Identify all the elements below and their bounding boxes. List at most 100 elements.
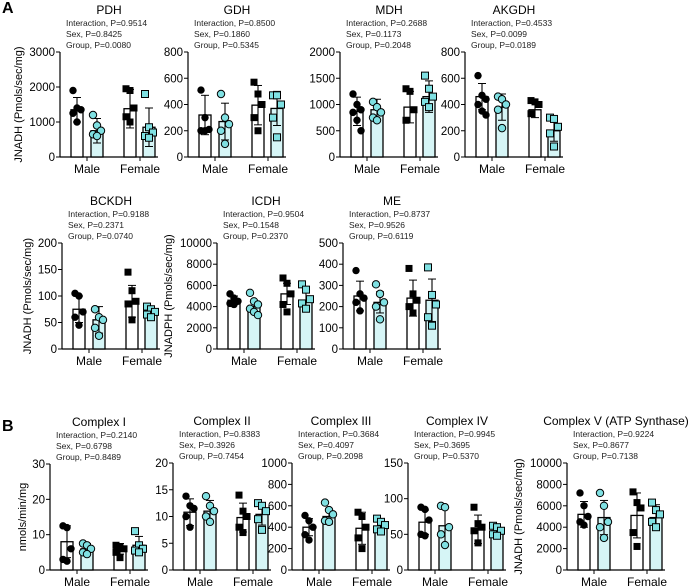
data-point [220,139,230,149]
data-point [324,517,334,527]
stat-line: Group, P=0.2048 [346,40,411,50]
data-point [633,499,641,507]
y-tick-label: 1000 [29,117,55,129]
data-point [633,542,641,550]
y-tick-label: 500 [319,238,338,250]
data-point [550,114,558,123]
data-point [595,523,605,532]
stat-line: Sex, P=0.1548 [223,220,279,230]
stat-line: Interaction, P=0.3684 [298,429,379,439]
data-point [201,127,209,135]
data-point [482,95,490,103]
y-tick-label: 600 [268,501,287,513]
stat-line: Sex, P=0.6798 [56,441,112,451]
data-point [358,545,366,553]
data-point [371,302,381,311]
data-point [301,530,309,539]
data-point [474,520,482,528]
data-point [190,504,198,513]
data-point [69,86,77,95]
data-point [273,91,281,100]
stat-line: Group, P=0.2098 [298,451,363,461]
data-point [357,106,365,114]
x-tick-label: Female [403,354,443,368]
stat-line: Interaction, P=0.9224 [573,429,654,439]
x-tick-label: Male [306,575,332,587]
data-point [656,510,664,519]
y-axis-label: JNADH (Pmols/sec/mg) [22,238,34,354]
data-point [182,512,190,521]
data-point [358,513,366,520]
data-point [258,525,266,534]
stat-line: Group, P=0.0740 [68,231,133,241]
data-point [376,108,386,117]
data-point [353,116,361,124]
y-tick-label: 400 [268,522,287,534]
x-tick-label: Male [202,162,228,176]
stat-line: Group, P=0.7138 [573,451,638,461]
chart-title: PDH [96,3,121,17]
y-tick-label: 1000 [261,458,287,470]
y-tick-label: 600 [164,73,183,85]
data-point [201,491,211,501]
data-point [375,289,385,299]
data-point [262,507,270,516]
stat-line: Interaction, P=0.2140 [56,430,137,440]
data-point [478,523,486,531]
data-point [599,501,609,510]
stat-line: Interaction, P=0.8500 [194,18,275,28]
y-tick-label: 30 [32,459,45,471]
y-tick-label: 150 [38,265,57,277]
data-point [527,97,535,105]
data-point [648,498,656,507]
data-point [352,298,360,307]
data-point [554,122,562,131]
data-point [124,268,132,276]
data-point [372,116,382,125]
data-point [302,304,310,313]
x-tick-label: Female [110,575,150,587]
data-point [428,321,436,330]
stat-line: Sex, P=0.9526 [349,220,405,230]
data-point [273,133,281,142]
x-tick-label: Male [581,575,607,587]
data-point [239,507,247,515]
y-axis-label: JNADH (Pmols/sec/mg) [13,46,25,162]
stat-line: Sex, P=0.8677 [573,440,629,450]
data-point [482,111,490,119]
stat-line: Sex, P=0.0099 [471,29,527,39]
data-point [235,523,243,531]
data-point [254,127,262,135]
data-point [75,292,83,300]
y-tick-label: 0 [177,152,183,164]
data-point [440,503,450,512]
data-point [147,313,155,322]
data-point [405,303,413,311]
data-point [116,543,124,551]
data-point [474,100,482,109]
data-point [258,101,266,108]
stat-line: Group, P=0.6119 [349,231,414,241]
data-point [126,118,134,126]
stat-line: Group, P=0.0080 [66,40,131,50]
data-point [440,540,450,550]
data-point [120,545,128,553]
data-point [220,113,230,122]
data-point [141,90,149,98]
data-point [122,113,130,121]
y-tick-label: 2000 [29,82,55,94]
data-point [90,305,100,314]
data-point [402,116,410,124]
data-point [531,98,539,106]
data-point [424,263,432,272]
y-tick-label: 4000 [186,302,212,314]
data-point [75,321,83,329]
y-tick-label: 20 [32,494,45,506]
data-point [550,142,558,151]
stat-line: Sex, P=0.1860 [194,29,250,39]
